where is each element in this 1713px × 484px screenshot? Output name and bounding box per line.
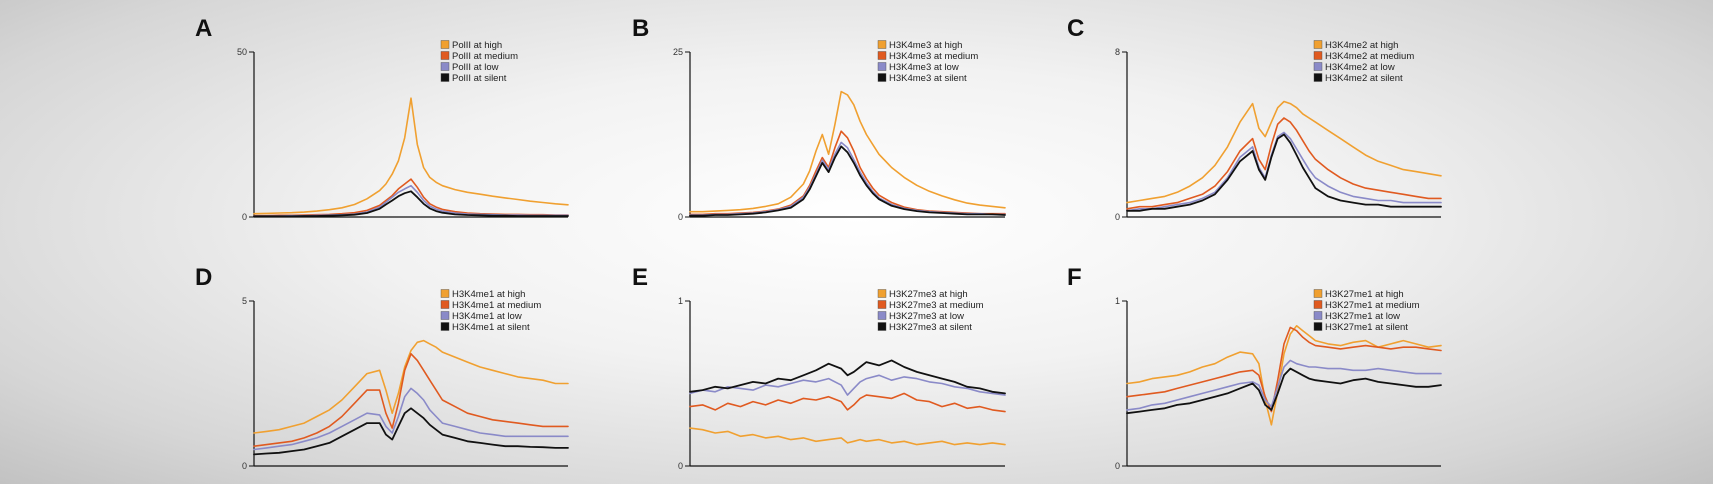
legend-swatch-high (440, 40, 450, 49)
series-line-high (253, 97, 569, 215)
y-tick-label-top: 25 (673, 47, 683, 57)
legend-swatch-medium (1313, 51, 1323, 60)
legend-swatch-low (440, 311, 450, 320)
legend-label-medium: H3K4me3 at medium (889, 51, 978, 62)
legend-label-high: PolII at high (452, 40, 502, 51)
legend-swatch-low (877, 311, 887, 320)
series-line-high (689, 90, 1006, 213)
legend-label-high: H3K4me2 at high (1325, 40, 1398, 51)
y-tick-label-top: 1 (1115, 296, 1120, 306)
series-line-medium (253, 178, 569, 217)
y-tick-label-top: 5 (242, 296, 247, 306)
legend-swatch-low (877, 62, 887, 71)
series-line-silent (253, 407, 569, 456)
series-line-medium (1126, 117, 1442, 210)
series-line-silent (689, 359, 1006, 395)
legend-swatch-silent (877, 322, 887, 331)
y-tick-label-bottom: 0 (1115, 461, 1120, 471)
legend-label-silent: H3K27me3 at silent (889, 322, 972, 333)
legend-swatch-silent (440, 73, 450, 82)
legend-swatch-low (1313, 62, 1323, 71)
series-line-high (1126, 100, 1442, 204)
y-tick-label-bottom: 0 (678, 212, 683, 222)
series-line-high (689, 427, 1006, 446)
y-tick-label-bottom: 0 (1115, 212, 1120, 222)
y-tick-label-bottom: 0 (242, 212, 247, 222)
series-line-low (253, 387, 569, 451)
legend-label-silent: H3K4me3 at silent (889, 73, 967, 84)
legend-label-silent: H3K4me2 at silent (1325, 73, 1403, 84)
legend-label-low: PolII at low (452, 62, 499, 73)
legend-label-high: H3K4me3 at high (889, 40, 962, 51)
series-line-medium (689, 392, 1006, 413)
series-line-low (689, 374, 1006, 396)
legend-label-silent: PolII at silent (452, 73, 507, 84)
legend-label-medium: H3K4me1 at medium (452, 300, 541, 311)
legend-swatch-high (877, 289, 887, 298)
series-line-medium (689, 130, 1006, 216)
legend-label-low: H3K4me3 at low (889, 62, 959, 73)
legend-label-high: H3K27me3 at high (889, 289, 968, 300)
legend-swatch-high (877, 40, 887, 49)
series-line-silent (689, 145, 1006, 217)
series-line-silent (1126, 367, 1442, 415)
series-line-low (1126, 359, 1442, 411)
y-tick-label-bottom: 0 (242, 461, 247, 471)
legend-swatch-silent (440, 322, 450, 331)
legend-swatch-low (1313, 311, 1323, 320)
legend-swatch-medium (440, 51, 450, 60)
legend-label-medium: H3K27me3 at medium (889, 300, 984, 311)
legend-label-medium: H3K27me1 at medium (1325, 300, 1420, 311)
legend-label-high: H3K4me1 at high (452, 289, 525, 300)
legend-swatch-medium (1313, 300, 1323, 309)
legend-swatch-silent (1313, 73, 1323, 82)
legend-swatch-medium (877, 51, 887, 60)
series-line-high (253, 339, 569, 434)
legend-swatch-silent (1313, 322, 1323, 331)
series-line-medium (1126, 326, 1442, 413)
y-tick-label-top: 50 (237, 47, 247, 57)
panel-letter: B (632, 15, 649, 42)
legend-label-high: H3K27me1 at high (1325, 289, 1404, 300)
series-line-low (1126, 131, 1442, 212)
y-tick-label-bottom: 0 (678, 461, 683, 471)
series-line-silent (253, 190, 569, 218)
panel-letter: E (632, 264, 648, 291)
legend-swatch-low (440, 62, 450, 71)
legend-swatch-high (1313, 40, 1323, 49)
legend-swatch-high (1313, 289, 1323, 298)
legend-label-silent: H3K27me1 at silent (1325, 322, 1408, 333)
panel-letter: A (195, 15, 212, 42)
legend-label-low: H3K4me1 at low (452, 311, 522, 322)
y-tick-label-top: 1 (678, 296, 683, 306)
legend-swatch-silent (877, 73, 887, 82)
legend-label-low: H3K27me1 at low (1325, 311, 1400, 322)
series-line-medium (253, 353, 569, 447)
legend-swatch-high (440, 289, 450, 298)
panel-letter: F (1067, 264, 1082, 291)
panel-letter: D (195, 264, 212, 291)
panel-letter: C (1067, 15, 1084, 42)
legend-label-low: H3K4me2 at low (1325, 62, 1395, 73)
y-tick-label-top: 8 (1115, 47, 1120, 57)
legend-label-medium: H3K4me2 at medium (1325, 51, 1414, 62)
legend-label-medium: PolII at medium (452, 51, 518, 62)
series-line-silent (1126, 133, 1442, 212)
legend-swatch-medium (440, 300, 450, 309)
legend-swatch-medium (877, 300, 887, 309)
legend-label-silent: H3K4me1 at silent (452, 322, 530, 333)
legend-label-low: H3K27me3 at low (889, 311, 964, 322)
